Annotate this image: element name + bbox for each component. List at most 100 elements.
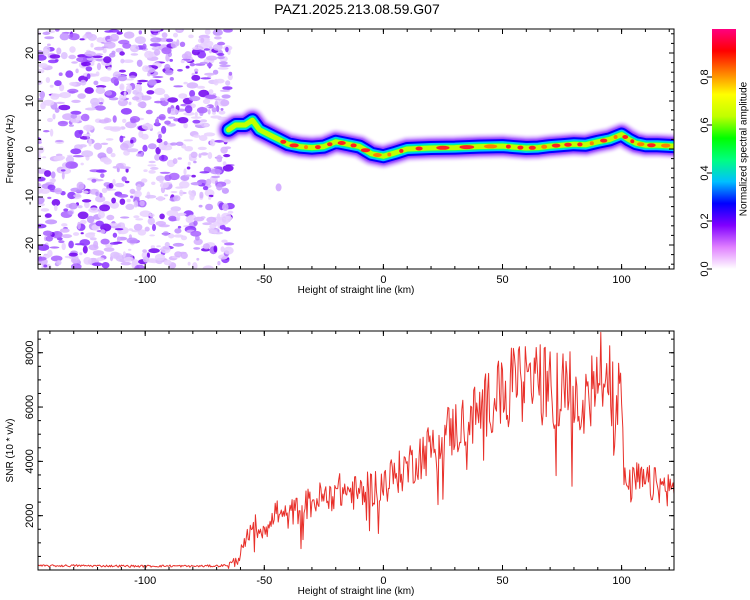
noise-blob: [217, 67, 229, 70]
noise-blob: [82, 190, 89, 194]
noise-blob: [204, 29, 211, 35]
noise-blob: [222, 164, 234, 172]
noise-blob: [193, 49, 206, 53]
noise-blob: [164, 63, 171, 71]
colorbar: 0.0 0.2 0.4 0.6 0.8 Normalized spectral ampli…: [699, 29, 750, 277]
noise-blob: [133, 200, 139, 208]
noise-blob: [223, 246, 234, 255]
noise-blob: [155, 118, 160, 126]
noise-blob: [55, 29, 60, 32]
noise-blob: [78, 144, 87, 148]
noise-blob: [116, 236, 121, 243]
noise-blob: [58, 104, 71, 111]
y-tick-label: 20: [24, 47, 36, 59]
ridge-band: [226, 117, 674, 159]
noise-blob: [204, 72, 215, 76]
noise-blob: [155, 221, 167, 226]
noise-blob: [65, 161, 78, 169]
noise-blob: [214, 36, 222, 40]
noise-blob: [173, 234, 184, 238]
noise-blob: [161, 125, 167, 134]
noise-blob: [147, 164, 157, 167]
noise-blob: [222, 203, 229, 212]
noise-region: [38, 29, 235, 269]
noise-blob: [173, 195, 181, 202]
noise-blob: [80, 113, 90, 122]
noise-blob: [173, 32, 178, 38]
noise-blob: [156, 245, 161, 248]
noise-blob: [168, 108, 179, 115]
noise-blob: [142, 43, 147, 50]
noise-blob: [218, 110, 226, 115]
noise-blob: [199, 171, 210, 174]
noise-blob: [39, 91, 45, 99]
noise-blob: [179, 251, 187, 254]
noise-blob: [95, 220, 104, 227]
noise-blob: [91, 262, 103, 267]
noise-blob: [154, 253, 166, 261]
x-tick-label: 100: [612, 575, 630, 587]
noise-blob: [83, 257, 92, 265]
noise-blob: [54, 204, 58, 212]
noise-blob: [54, 187, 63, 195]
noise-blob: [198, 204, 203, 208]
noise-blob: [100, 238, 110, 245]
noise-blob: [154, 87, 166, 96]
noise-blob: [139, 95, 152, 101]
noise-blob: [70, 148, 82, 155]
noise-blob: [138, 130, 144, 138]
noise-blob: [122, 59, 134, 63]
noise-blob: [135, 153, 142, 157]
noise-blob: [202, 243, 210, 250]
noise-blob: [134, 264, 146, 269]
noise-blob: [82, 245, 88, 254]
noise-blob: [121, 176, 127, 182]
noise-blob: [227, 73, 233, 81]
noise-blob: [149, 234, 156, 237]
noise-blob: [174, 228, 182, 234]
noise-blob: [69, 90, 76, 94]
noise-blob: [169, 77, 174, 81]
noise-blob: [110, 77, 119, 84]
noise-blob: [183, 139, 194, 142]
ridge-peak: [528, 145, 536, 150]
noise-blob: [183, 123, 188, 129]
noise-blob: [84, 51, 96, 57]
noise-blob: [186, 166, 191, 170]
noise-blob: [51, 177, 56, 184]
noise-blob: [120, 143, 129, 151]
noise-blob: [135, 218, 144, 221]
colorbar-tick-label: 0.8: [699, 69, 711, 84]
noise-blob: [98, 97, 103, 101]
noise-blob: [111, 50, 116, 55]
ridge-peak: [613, 135, 618, 139]
noise-blob: [144, 194, 157, 199]
noise-blob: [61, 171, 65, 180]
noise-blob: [84, 201, 90, 209]
noise-blob: [50, 93, 60, 100]
noise-blob: [168, 172, 180, 181]
noise-blob: [199, 119, 208, 123]
noise-blob: [49, 128, 54, 137]
noise-blob: [152, 76, 164, 78]
noise-blob: [109, 33, 119, 42]
noise-blob: [205, 203, 214, 211]
noise-blob: [153, 49, 161, 56]
noise-blob: [179, 189, 184, 197]
noise-blob: [221, 94, 231, 99]
ridge-peak: [637, 142, 645, 147]
noise-blob: [205, 178, 212, 186]
noise-blob: [99, 102, 104, 105]
noise-blob: [83, 124, 94, 131]
ridge-peak: [589, 141, 594, 146]
noise-blob: [119, 94, 125, 102]
noise-blob: [67, 191, 76, 200]
noise-blob: [122, 251, 126, 258]
noise-blob: [190, 182, 203, 186]
noise-blob: [101, 187, 108, 194]
noise-blob: [68, 240, 74, 249]
noise-blob: [123, 150, 130, 156]
noise-blob: [77, 221, 81, 230]
noise-blob: [158, 134, 162, 139]
